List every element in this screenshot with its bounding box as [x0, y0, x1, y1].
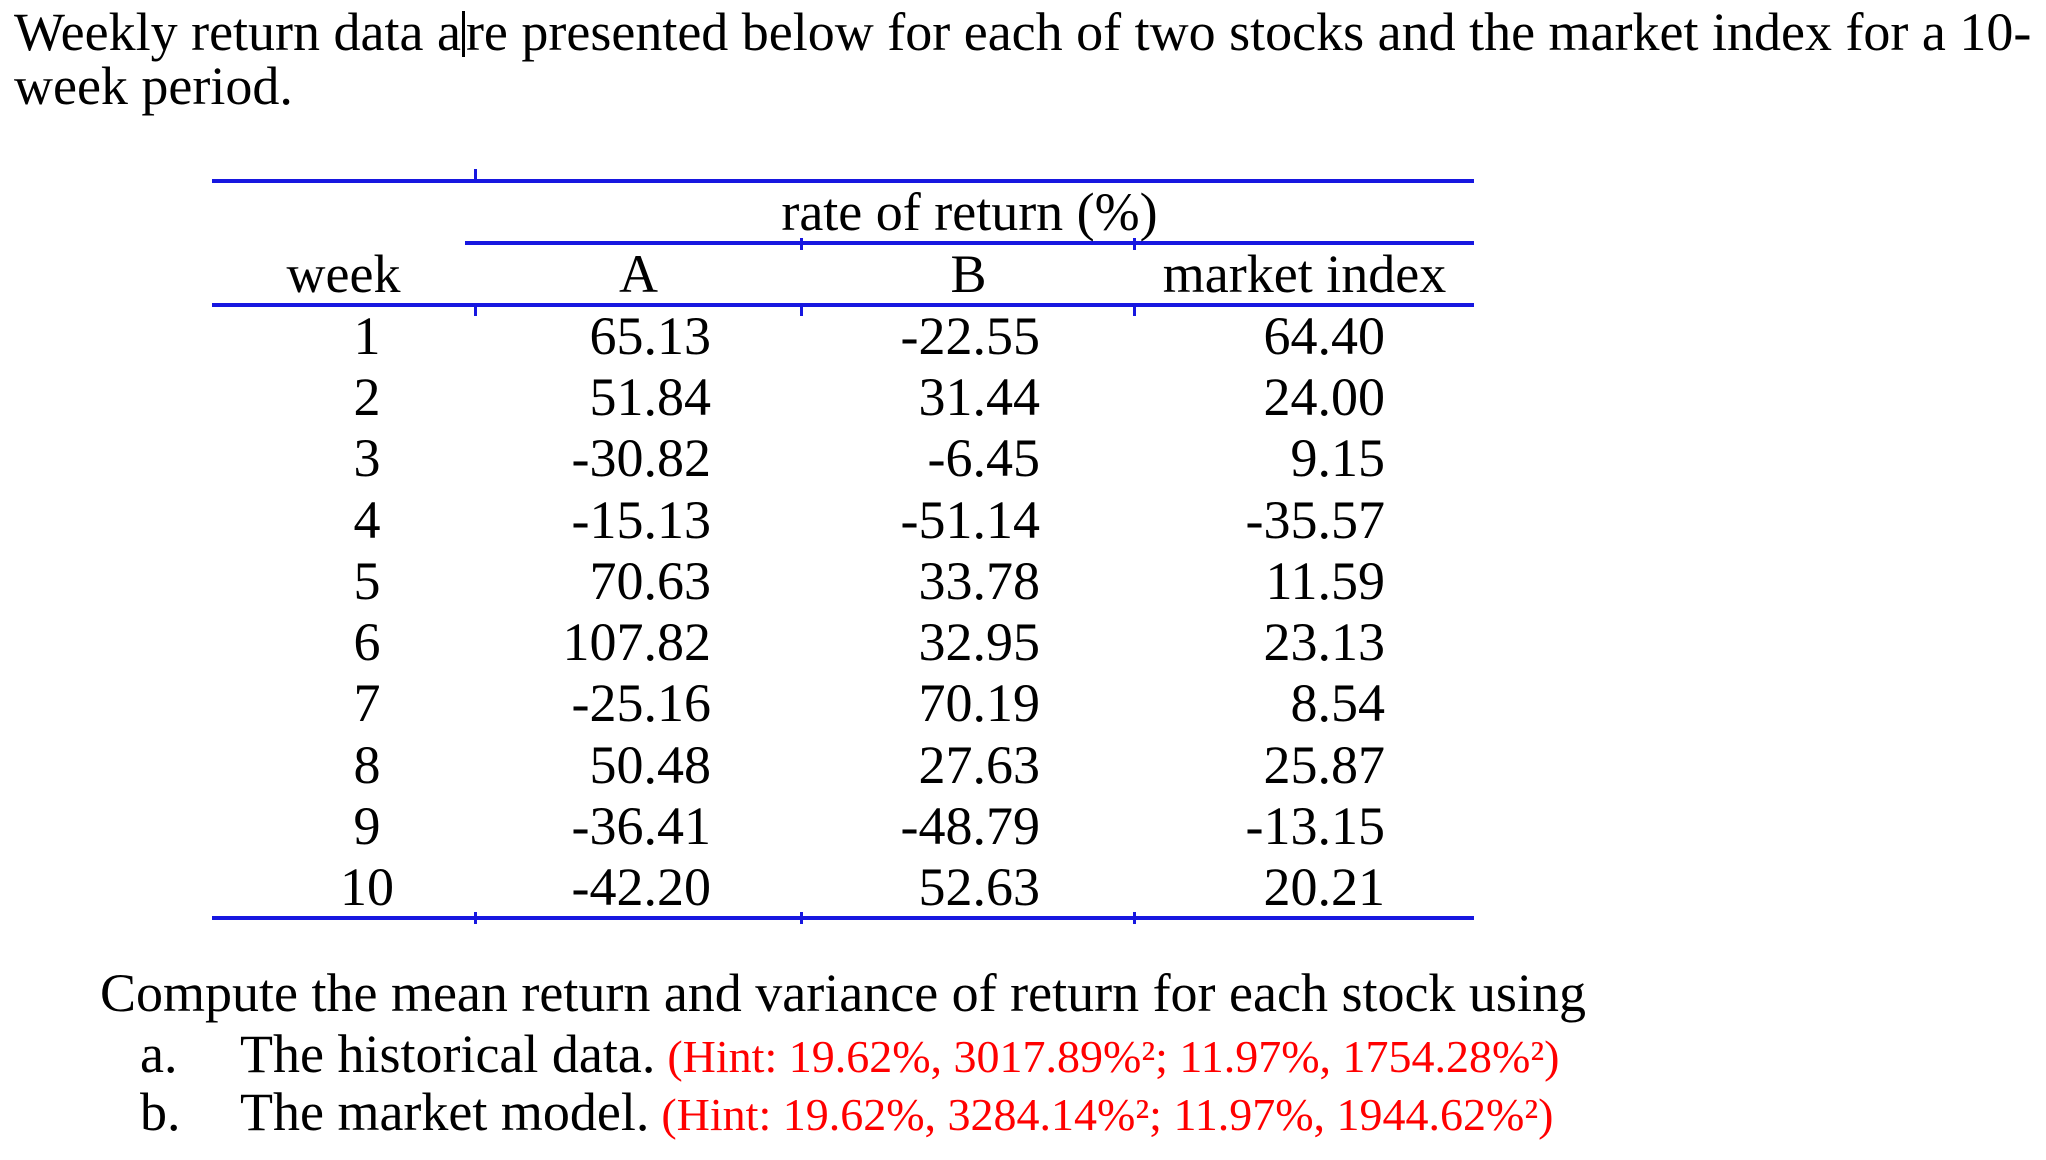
table-row: 10 -42.20 52.63 20.21 [212, 857, 1474, 918]
table-row: 8 50.48 27.63 25.87 [212, 734, 1474, 795]
cell-b: 31.44 [918, 366, 1041, 427]
cell-b: 32.95 [918, 612, 1041, 673]
cell-a: 50.48 [589, 734, 712, 795]
cell-market: 64.40 [1263, 305, 1386, 366]
cell-market: 9.15 [1290, 428, 1386, 489]
cell-market: 11.59 [1265, 550, 1386, 611]
column-tick [474, 169, 477, 180]
item-label: b. [140, 1082, 181, 1142]
cell-b: -51.14 [900, 489, 1040, 550]
cell-b: -6.45 [927, 428, 1040, 489]
intro-text-after-cursor: re presented below for each of two stock… [465, 2, 2032, 62]
question-item-b: b. The market model. (Hint: 19.62%, 3284.1… [140, 1085, 1554, 1142]
cell-b: 70.19 [918, 673, 1041, 734]
cell-market: -35.57 [1245, 489, 1385, 550]
column-tick [800, 238, 803, 250]
cell-a: -36.41 [571, 796, 711, 857]
cell-a: 51.84 [589, 366, 712, 427]
table-rule-bottom [212, 916, 1474, 920]
table-row: 7 -25.16 70.19 8.54 [212, 673, 1474, 734]
table-row: 6 107.82 32.95 23.13 [212, 611, 1474, 672]
column-tick [1133, 305, 1136, 316]
cell-b: 33.78 [918, 550, 1041, 611]
item-text: The market model. [240, 1082, 650, 1142]
cell-week: 3 [353, 428, 381, 489]
cell-market: -13.15 [1245, 796, 1385, 857]
cell-week: 6 [353, 612, 381, 673]
table-body: 1 65.13 -22.55 64.40 2 51.84 31.44 24.00 3 -30.82… [212, 305, 1474, 918]
item-hint: (Hint: 19.62%, 3017.89%²; 11.97%, 1754.2… [667, 1031, 1560, 1082]
cell-week: 10 [340, 857, 394, 918]
table-rule-header [212, 303, 1474, 307]
table-rule-top [212, 179, 1474, 183]
column-tick [800, 912, 803, 924]
table-row: 2 51.84 31.44 24.00 [212, 366, 1474, 427]
cell-a: 70.63 [589, 550, 712, 611]
cell-week: 9 [353, 796, 381, 857]
item-hint: (Hint: 19.62%, 3284.14%²; 11.97%, 1944.6… [661, 1089, 1554, 1140]
intro-line-1: Weekly return data are presented below f… [14, 5, 2031, 59]
cell-a: -30.82 [571, 428, 711, 489]
column-header-week: week [286, 244, 401, 304]
table-header-row: week A B market index [212, 243, 1474, 305]
cell-market: 25.87 [1263, 734, 1386, 795]
table-row: 1 65.13 -22.55 64.40 [212, 305, 1474, 366]
cell-b: -48.79 [900, 796, 1040, 857]
item-label: a. [140, 1024, 178, 1084]
cell-a: -25.16 [571, 673, 711, 734]
column-tick [1133, 238, 1136, 250]
intro-paragraph: Weekly return data are presented below f… [14, 5, 2031, 113]
question-prompt: Compute the mean return and variance of … [100, 963, 1586, 1023]
cell-market: 8.54 [1290, 673, 1386, 734]
cell-b: 27.63 [918, 734, 1041, 795]
cell-a: -42.20 [571, 857, 711, 918]
cell-a: 65.13 [589, 305, 712, 366]
cell-market: 20.21 [1263, 857, 1386, 918]
cell-a: -15.13 [571, 489, 711, 550]
cell-week: 5 [353, 550, 381, 611]
cell-week: 7 [353, 673, 381, 734]
cell-week: 4 [353, 489, 381, 550]
table-row: 5 70.63 33.78 11.59 [212, 550, 1474, 611]
table-row: 4 -15.13 -51.14 -35.57 [212, 489, 1474, 550]
intro-text-before-cursor: Weekly return data a [14, 2, 461, 62]
table-row: 3 -30.82 -6.45 9.15 [212, 428, 1474, 489]
cell-week: 2 [353, 366, 381, 427]
returns-table: rate of return (%) week A B market index… [212, 169, 1474, 926]
cell-week: 1 [353, 305, 381, 366]
cell-a: 107.82 [562, 612, 712, 673]
table-row: 9 -36.41 -48.79 -13.15 [212, 795, 1474, 856]
question-item-a: a. The historical data. (Hint: 19.62%, 301… [140, 1027, 1559, 1084]
cell-week: 8 [353, 734, 381, 795]
column-header-a: A [619, 244, 658, 304]
item-text: The historical data. [240, 1024, 656, 1084]
column-tick [1133, 912, 1136, 924]
text-cursor [461, 11, 465, 57]
column-header-b: B [950, 244, 987, 304]
cell-market: 24.00 [1263, 366, 1386, 427]
cell-b: 52.63 [918, 857, 1041, 918]
cell-b: -22.55 [900, 305, 1040, 366]
column-header-market-index: market index [1162, 244, 1447, 304]
table-rule-spanner [465, 241, 1474, 245]
column-tick [800, 305, 803, 316]
cell-market: 23.13 [1263, 612, 1386, 673]
spanner-label: rate of return (%) [781, 182, 1158, 242]
column-tick [474, 912, 477, 924]
column-tick [474, 305, 477, 316]
intro-line-2: week period. [14, 56, 293, 116]
